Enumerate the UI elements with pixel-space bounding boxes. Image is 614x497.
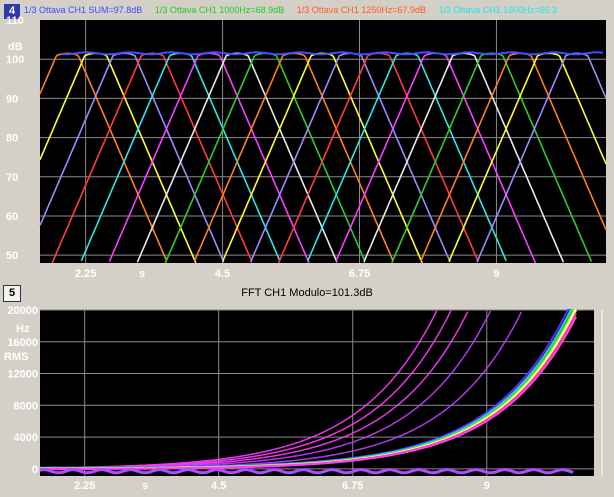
legend-entry-1250hz: 1/3 Ottava CH1 1250Hz=67.9dB bbox=[296, 5, 427, 15]
scrollbar-track[interactable] bbox=[596, 310, 610, 476]
x-tick-label: 4.5 bbox=[211, 480, 226, 492]
x-axis-unit: s bbox=[142, 480, 148, 492]
y-tick-label: 8000 bbox=[14, 400, 38, 412]
y-tick-label: 90 bbox=[6, 93, 18, 105]
y-axis-unit: Hz bbox=[16, 323, 30, 335]
legend-entry-sum: 1/3 Ottava CH1 SUM=97.8dB bbox=[24, 5, 143, 15]
x-tick-labels: 2.25 4.5 6.75 9 bbox=[75, 268, 500, 280]
band-curve bbox=[39, 52, 197, 264]
y-axis-unit: dB bbox=[8, 41, 23, 53]
x-tick-label: 4.5 bbox=[215, 268, 230, 280]
band-curve bbox=[39, 52, 168, 262]
y-tick-label: 4000 bbox=[14, 432, 38, 444]
band-curve bbox=[420, 52, 607, 262]
legend-entry-1000hz: 1/3 Ottava CH1 1000Hz=68.9dB bbox=[154, 5, 285, 15]
fft-spectrogram-chart[interactable]: 0 4000 8000 12000 16000 20000 2.25 4.5 6.75 9 Hz… bbox=[2, 284, 612, 495]
sum-curve bbox=[61, 51, 604, 56]
x-tick-label: 9 bbox=[484, 480, 490, 492]
legend: 1/3 Ottava CH1 SUM=97.8dB 1/3 Ottava CH1… bbox=[24, 5, 567, 15]
fft-title: FFT CH1 Modulo=101.3dB bbox=[241, 287, 373, 299]
legend-entry-1600hz: 1/3 Ottava CH1 1600Hz=66.3 bbox=[438, 5, 557, 15]
third-octave-panel: 4 1/3 Ottava CH1 SUM=97.8dB 1/3 Ottava C… bbox=[2, 2, 612, 282]
panel-number-badge[interactable]: 4 bbox=[4, 4, 20, 19]
y-tick-label: 70 bbox=[6, 172, 18, 184]
y-axis-rms: RMS bbox=[4, 351, 28, 363]
sum-curve-line bbox=[61, 51, 604, 56]
x-tick-label: 6.75 bbox=[342, 480, 363, 492]
y-tick-label: 0 bbox=[32, 464, 38, 476]
band-curve bbox=[39, 52, 225, 263]
y-tick-label: 80 bbox=[6, 133, 18, 145]
y-tick-label: 16000 bbox=[7, 337, 38, 349]
panel-number-badge[interactable]: 5 bbox=[3, 285, 21, 302]
noise-floor bbox=[39, 468, 574, 475]
y-tick-label: 110 bbox=[6, 15, 24, 27]
y-tick-label: 20000 bbox=[7, 305, 38, 317]
x-tick-label: 2.25 bbox=[75, 268, 96, 280]
x-tick-label: 2.25 bbox=[74, 480, 95, 492]
x-tick-label: 6.75 bbox=[349, 268, 370, 280]
y-tick-label: 50 bbox=[6, 250, 18, 262]
third-octave-chart[interactable]: 50 60 70 80 90 100 110 2.25 4.5 6.75 9 dB s bbox=[2, 2, 612, 282]
plot-area[interactable] bbox=[40, 310, 594, 476]
x-axis-unit: s bbox=[139, 268, 145, 280]
band-curve bbox=[448, 52, 607, 262]
fft-panel: 5 FFT CH1 Modulo=101.3dB 0 4000 8000 12000 1… bbox=[2, 284, 612, 495]
y-tick-label: 60 bbox=[6, 211, 18, 223]
y-tick-label: 100 bbox=[6, 54, 24, 66]
x-tick-label: 9 bbox=[493, 268, 499, 280]
y-tick-label: 12000 bbox=[7, 369, 38, 381]
y-tick-labels: 0 4000 8000 12000 16000 20000 bbox=[7, 305, 38, 476]
y-tick-labels: 50 60 70 80 90 100 110 bbox=[6, 15, 24, 262]
x-tick-labels: 2.25 4.5 6.75 9 bbox=[74, 480, 490, 492]
harmonic-traces bbox=[39, 309, 577, 475]
